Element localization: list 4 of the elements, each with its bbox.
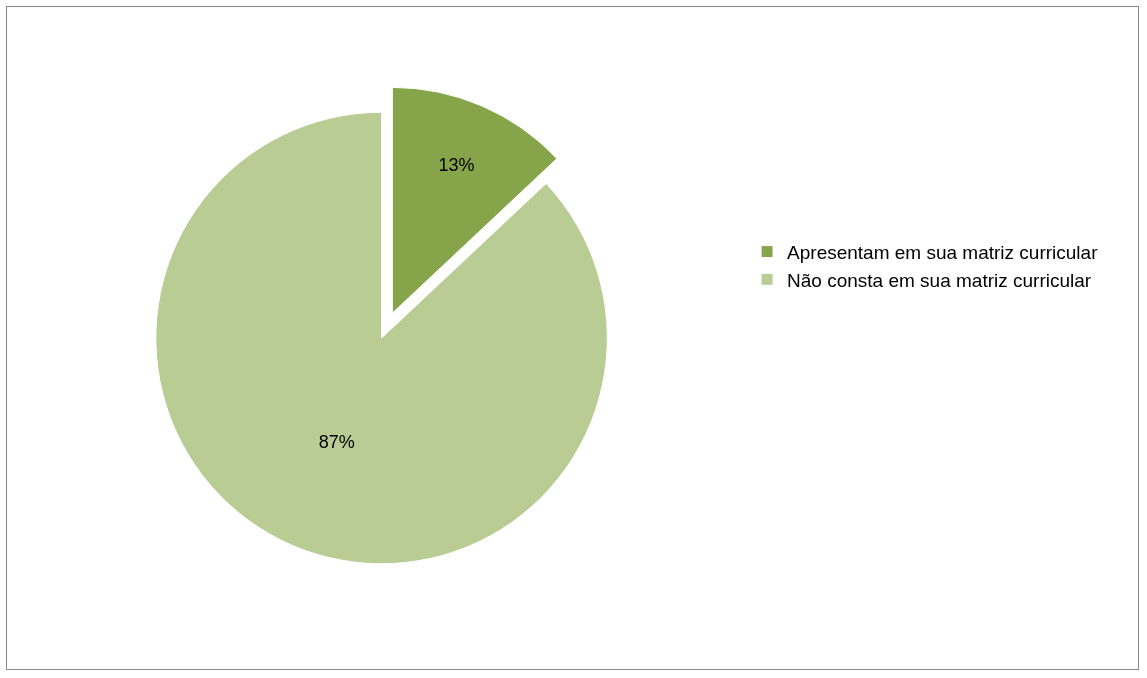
legend-label: Apresentam em sua matriz curricular [787,242,1099,264]
data-label: 13% [438,154,475,175]
legend-label: Não consta em sua matriz curricular [787,269,1092,291]
data-label: 87% [318,431,355,452]
